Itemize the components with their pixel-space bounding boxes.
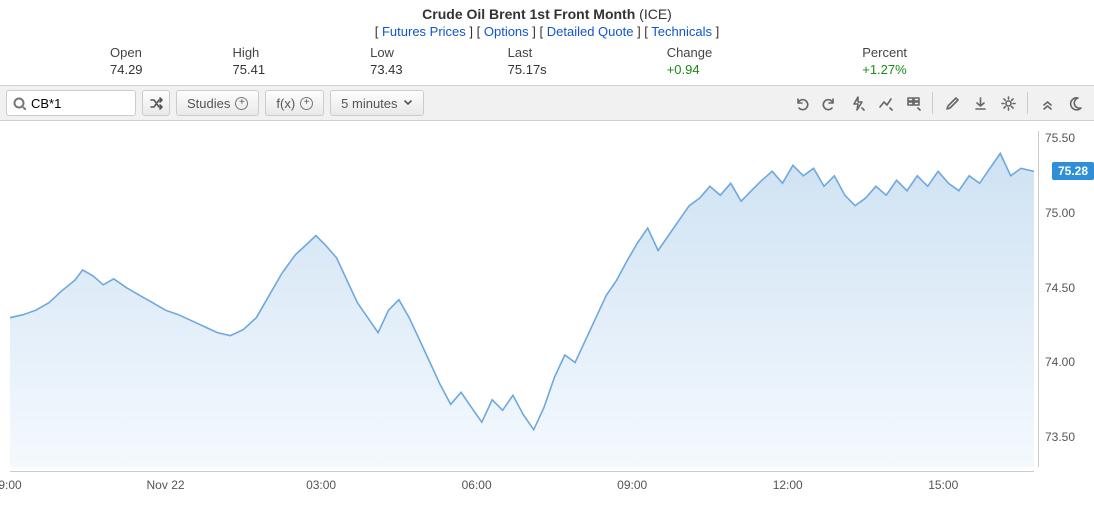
search-icon	[13, 97, 26, 110]
undo-icon	[794, 96, 809, 111]
chart-container: 73.50 74.00 74.50 75.00 75.50 75.28 9:00 Nov 2…	[0, 121, 1094, 501]
chevron-down-icon	[403, 98, 413, 108]
separator	[1027, 92, 1028, 114]
settings-button[interactable]	[995, 90, 1021, 116]
x-tick: 06:00	[462, 478, 492, 492]
stat-value: 75.41	[233, 62, 266, 77]
price-area	[10, 153, 1034, 467]
chart-title: Crude Oil Brent 1st Front Month (ICE)	[0, 6, 1094, 22]
lightning-icon	[850, 96, 865, 111]
events-button[interactable]	[844, 90, 870, 116]
gear-icon	[1001, 96, 1016, 111]
stat-value: 75.17s	[508, 62, 547, 77]
x-tick: 09:00	[617, 478, 647, 492]
collapse-button[interactable]	[1034, 90, 1060, 116]
x-tick: 9:00	[0, 478, 22, 492]
fx-label: f(x)	[276, 96, 295, 111]
fx-button[interactable]: f(x) +	[265, 90, 324, 116]
stat-low: Low 73.43	[370, 45, 403, 77]
chart-type-button[interactable]	[872, 90, 898, 116]
grid-icon	[906, 96, 921, 111]
stat-percent: Percent +1.27%	[862, 45, 907, 77]
studies-label: Studies	[187, 96, 230, 111]
link-futures-prices[interactable]: Futures Prices	[382, 24, 466, 39]
moon-icon	[1068, 96, 1083, 111]
y-tick: 74.50	[1045, 281, 1075, 295]
symbol-search[interactable]	[6, 90, 136, 116]
stat-open: Open 74.29	[110, 45, 143, 77]
stat-value: +1.27%	[862, 62, 907, 77]
chevron-double-up-icon	[1040, 96, 1055, 111]
stat-label: Last	[508, 45, 547, 60]
current-price-tag: 75.28	[1052, 162, 1094, 180]
interval-dropdown[interactable]: 5 minutes	[330, 90, 423, 116]
stat-label: High	[233, 45, 266, 60]
redo-icon	[822, 96, 837, 111]
template-button[interactable]	[900, 90, 926, 116]
y-tick: 75.00	[1045, 206, 1075, 220]
title-exchange: (ICE)	[639, 6, 672, 22]
link-detailed-quote[interactable]: Detailed Quote	[547, 24, 634, 39]
y-tick: 75.50	[1045, 131, 1075, 145]
compare-button[interactable]	[142, 90, 170, 116]
stat-label: Open	[110, 45, 143, 60]
stat-value: +0.94	[667, 62, 713, 77]
stat-last: Last 75.17s	[508, 45, 547, 77]
link-options[interactable]: Options	[484, 24, 529, 39]
stat-change: Change +0.94	[667, 45, 713, 77]
plus-icon: +	[300, 97, 313, 110]
plus-icon: +	[235, 97, 248, 110]
download-button[interactable]	[967, 90, 993, 116]
theme-button[interactable]	[1062, 90, 1088, 116]
shuffle-icon	[149, 96, 164, 111]
studies-button[interactable]: Studies +	[176, 90, 259, 116]
download-icon	[973, 96, 988, 111]
header-links: [ Futures Prices ] [ Options ] [ Detaile…	[0, 24, 1094, 39]
stat-high: High 75.41	[233, 45, 266, 77]
undo-button[interactable]	[788, 90, 814, 116]
pencil-icon	[945, 96, 960, 111]
chart-toolbar: Studies + f(x) + 5 minutes	[0, 85, 1094, 121]
chart-plot-area[interactable]	[10, 131, 1034, 467]
x-tick: 12:00	[773, 478, 803, 492]
x-tick: 15:00	[928, 478, 958, 492]
symbol-input[interactable]	[31, 96, 121, 111]
stat-label: Change	[667, 45, 713, 60]
interval-label: 5 minutes	[341, 96, 397, 111]
stat-label: Percent	[862, 45, 907, 60]
stats-row: Open 74.29 High 75.41 Low 73.43 Last 75.17s Chan…	[0, 41, 1094, 85]
draw-button[interactable]	[939, 90, 965, 116]
separator	[932, 92, 933, 114]
x-tick: Nov 22	[147, 478, 185, 492]
stat-value: 74.29	[110, 62, 143, 77]
x-axis: 9:00Nov 2203:0006:0009:0012:0015:00	[10, 471, 1034, 501]
stat-label: Low	[370, 45, 403, 60]
title-main: Crude Oil Brent 1st Front Month	[422, 6, 635, 22]
stat-value: 73.43	[370, 62, 403, 77]
y-tick: 73.50	[1045, 430, 1075, 444]
y-axis: 73.50 74.00 74.50 75.00 75.50 75.28	[1038, 131, 1094, 467]
redo-button[interactable]	[816, 90, 842, 116]
chart-line-icon	[878, 96, 893, 111]
x-tick: 03:00	[306, 478, 336, 492]
link-technicals[interactable]: Technicals	[651, 24, 712, 39]
y-tick: 74.00	[1045, 355, 1075, 369]
